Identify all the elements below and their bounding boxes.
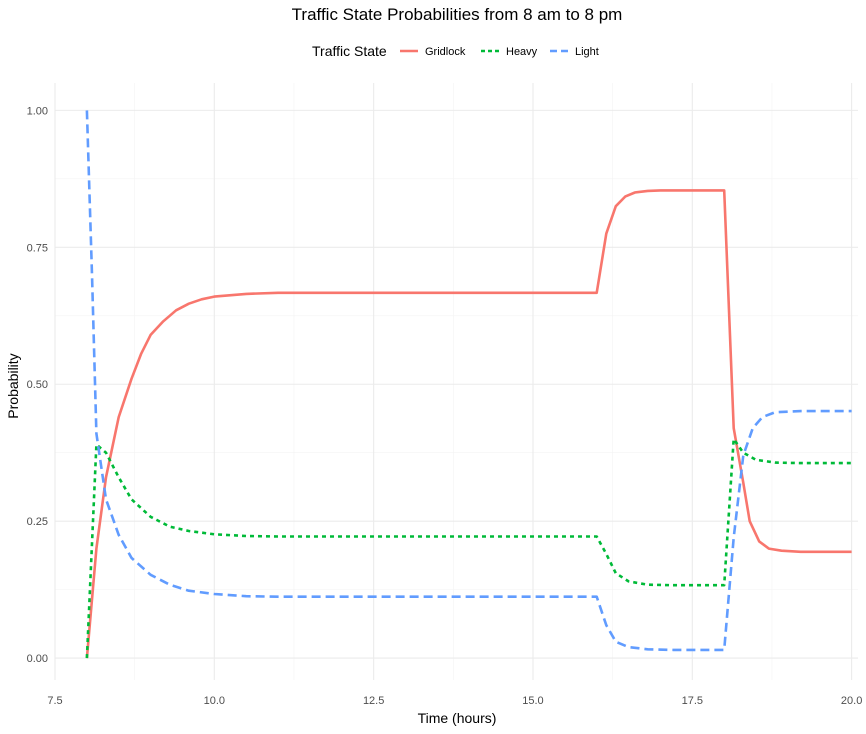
series-line-light (85, 110, 852, 652)
legend-label-gridlock: Gridlock (425, 46, 466, 58)
legend-label-light: Light (575, 46, 599, 58)
y-tick-label: 0.75 (27, 242, 48, 254)
legend: Traffic State Gridlock Heavy Light (312, 43, 599, 59)
series-line-heavy (85, 437, 852, 659)
y-tick-label: 1.00 (27, 105, 48, 117)
x-tick-label: 12.5 (363, 695, 384, 707)
x-tick-label: 7.5 (47, 695, 62, 707)
y-tick-label: 0.00 (27, 653, 48, 665)
x-tick-label: 20.0 (841, 695, 862, 707)
x-tick-label: 10.0 (204, 695, 225, 707)
x-tick-label: 17.5 (682, 695, 703, 707)
x-tick-label: 15.0 (522, 695, 543, 707)
y-tick-label: 0.50 (27, 379, 48, 391)
legend-label-heavy: Heavy (506, 46, 538, 58)
y-axis-label: Probability (5, 353, 21, 418)
series-layer (85, 110, 852, 659)
y-tick-label: 0.25 (27, 516, 48, 528)
y-axis-ticks: 0.00 0.25 0.50 0.75 1.00 (27, 105, 48, 665)
x-axis-ticks: 7.5 10.0 12.5 15.0 17.5 20.0 (47, 695, 862, 707)
series-line-gridlock (85, 189, 852, 659)
plot-grid (54, 83, 858, 680)
x-axis-label: Time (hours) (418, 710, 497, 726)
legend-title: Traffic State (312, 43, 387, 59)
chart-title: Traffic State Probabilities from 8 am to… (292, 5, 623, 24)
